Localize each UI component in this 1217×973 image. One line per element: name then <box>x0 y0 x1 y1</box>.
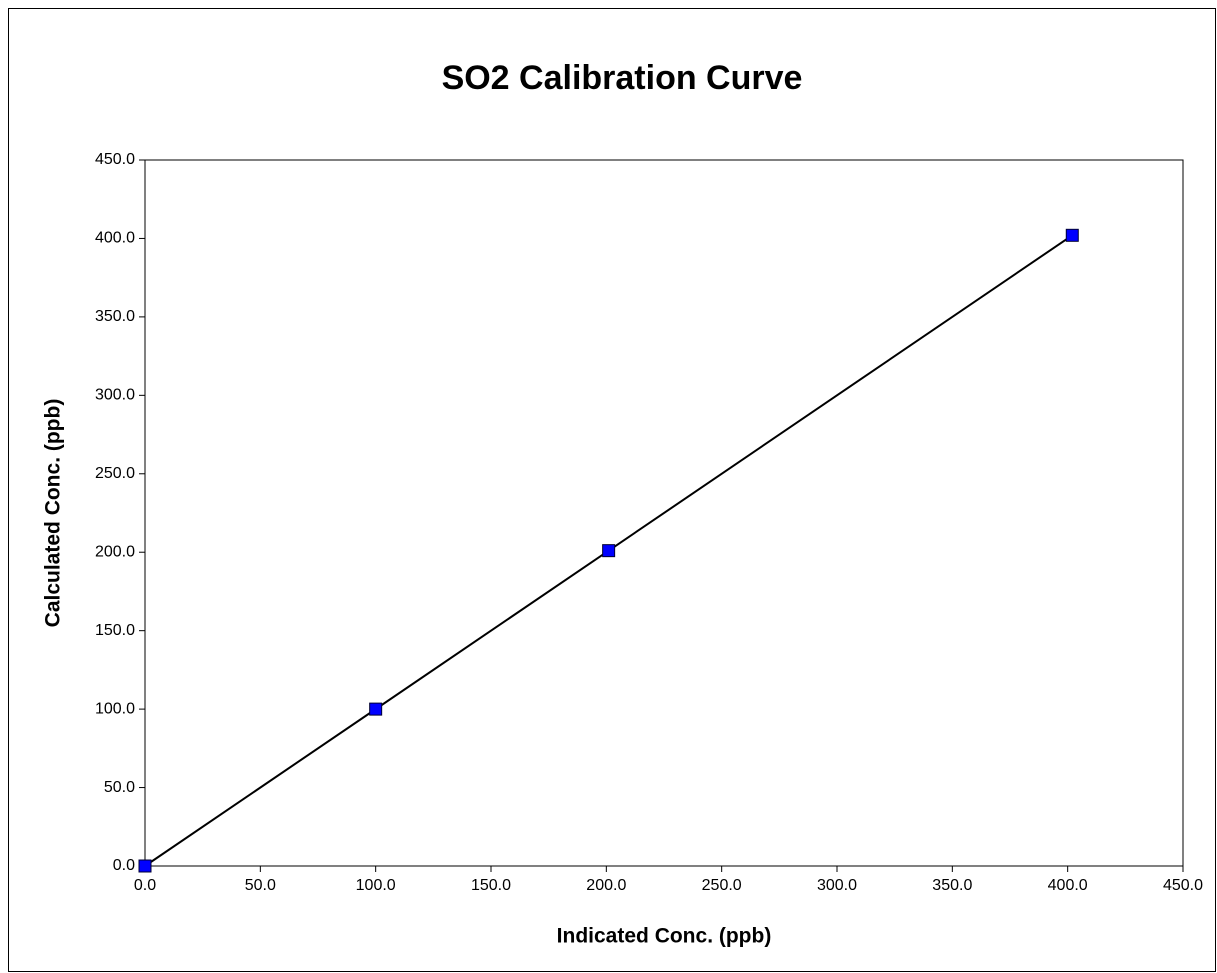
x-tick-label: 50.0 <box>245 877 276 894</box>
x-tick-label: 200.0 <box>586 877 626 894</box>
y-tick-label: 100.0 <box>95 700 135 717</box>
data-point <box>602 544 616 558</box>
data-point <box>138 859 152 873</box>
x-tick-label: 400.0 <box>1048 877 1088 894</box>
chart-frame <box>8 8 1216 972</box>
y-tick-label: 50.0 <box>104 779 135 796</box>
y-tick-label: 200.0 <box>95 543 135 560</box>
x-tick-label: 100.0 <box>356 877 396 894</box>
series-line <box>144 234 1073 867</box>
y-axis-title: Calculated Conc. (ppb) <box>42 399 65 628</box>
y-tick-label: 450.0 <box>95 151 135 168</box>
plot-area <box>144 159 1184 867</box>
x-tick-label: 300.0 <box>817 877 857 894</box>
data-point <box>1065 228 1079 242</box>
y-tick-label: 0.0 <box>113 857 135 874</box>
data-point <box>369 702 383 716</box>
y-tick-label: 300.0 <box>95 387 135 404</box>
x-tick-label: 250.0 <box>702 877 742 894</box>
x-axis-title: Indicated Conc. (ppb) <box>557 925 772 948</box>
chart-title: SO2 Calibration Curve <box>442 59 803 97</box>
y-tick-label: 350.0 <box>95 308 135 325</box>
y-tick-label: 250.0 <box>95 465 135 482</box>
y-tick-label: 150.0 <box>95 622 135 639</box>
x-tick-label: 150.0 <box>471 877 511 894</box>
x-tick-label: 450.0 <box>1163 877 1203 894</box>
x-tick-label: 350.0 <box>932 877 972 894</box>
x-tick-label: 0.0 <box>134 877 156 894</box>
y-tick-label: 400.0 <box>95 230 135 247</box>
